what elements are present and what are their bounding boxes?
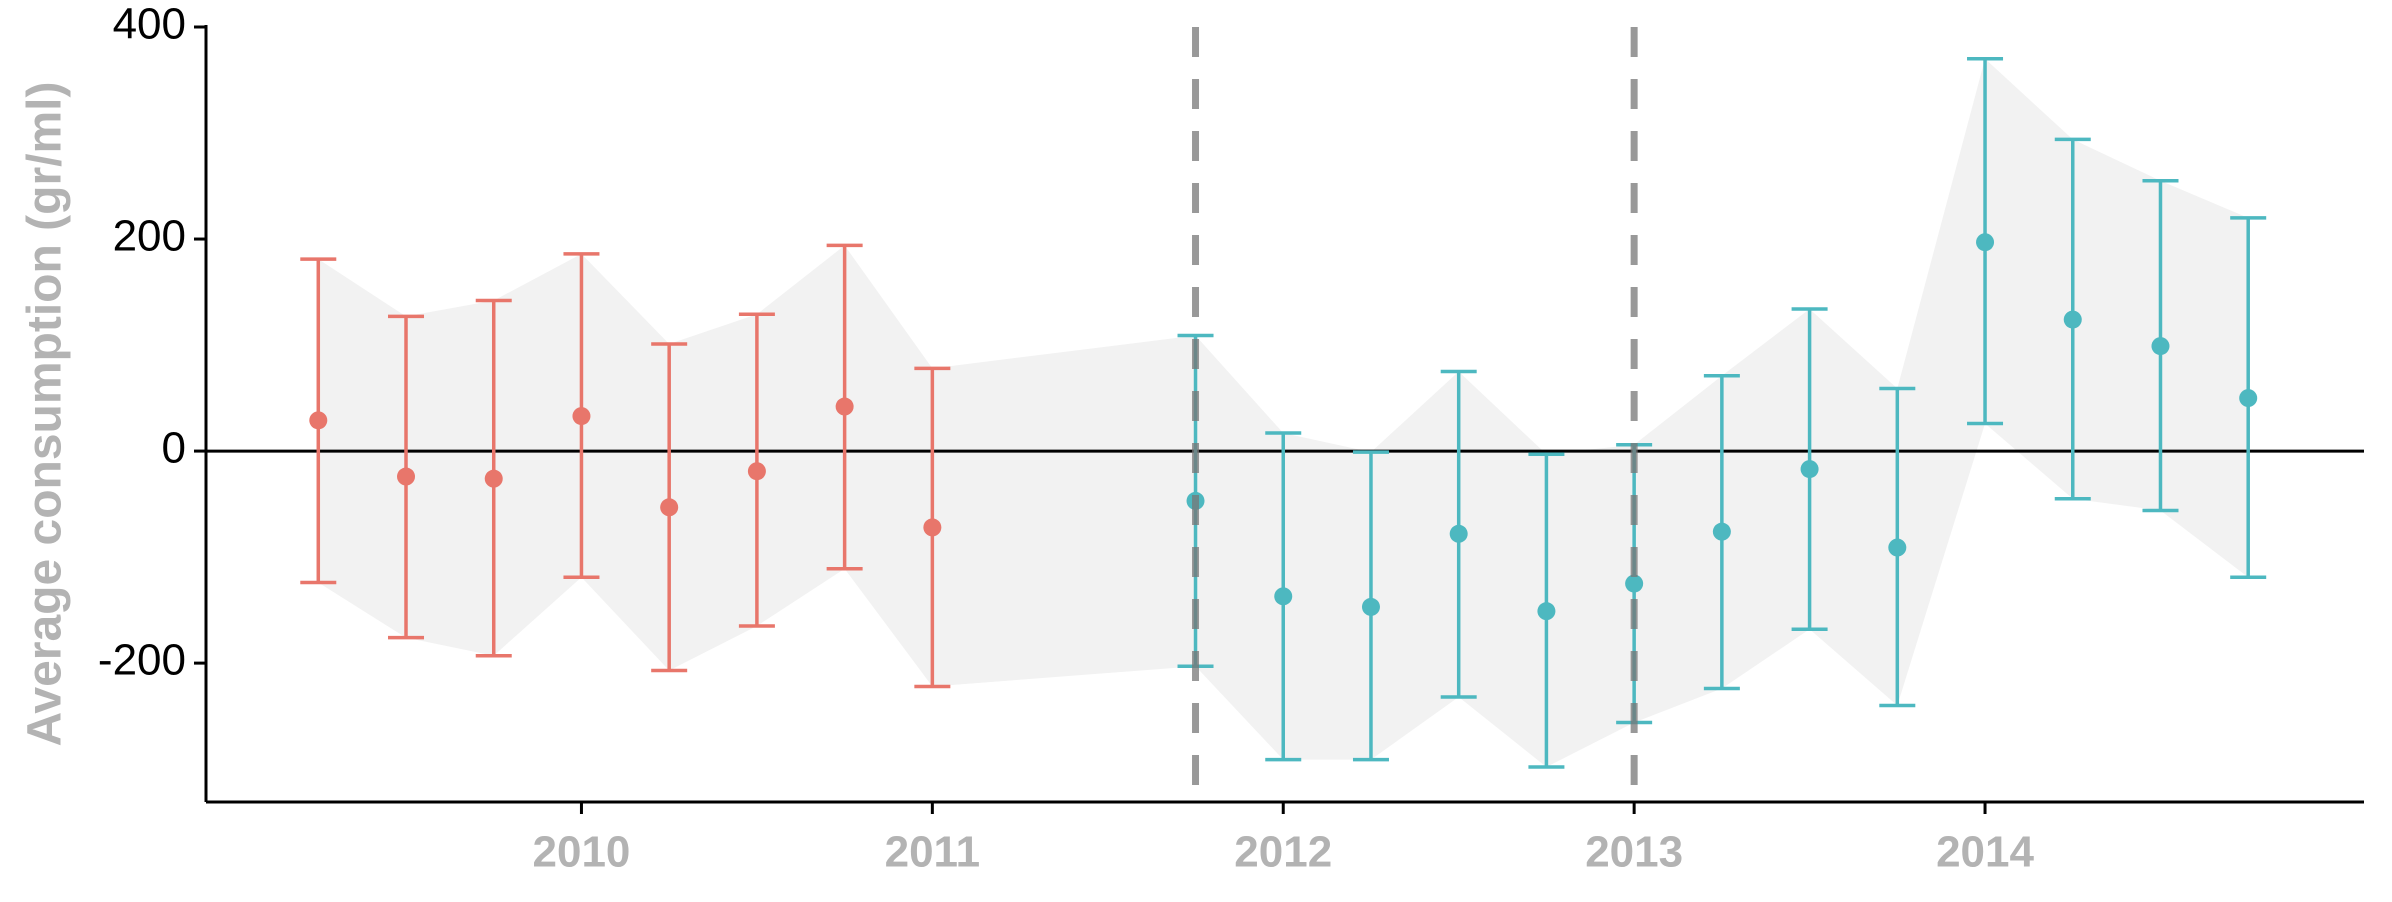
y-tick-label: 0 (162, 424, 186, 473)
point (2063, 310, 2082, 329)
point (309, 411, 328, 430)
x-tick-label: 2012 (1234, 828, 1332, 877)
point (1449, 524, 1468, 543)
point (1537, 602, 1556, 621)
point (1274, 587, 1293, 606)
y-tick-label: 400 (113, 0, 186, 49)
point (1976, 233, 1995, 252)
point (484, 469, 503, 488)
x-tick-label: 2010 (533, 828, 631, 877)
y-axis-label: Average consumption (gr/ml) (19, 82, 72, 747)
x-tick-label: 2014 (1936, 828, 2034, 877)
ribbon (318, 58, 2249, 768)
point (2151, 337, 2170, 356)
point (1800, 460, 1819, 479)
point (572, 407, 591, 426)
point (835, 397, 854, 416)
point (1361, 597, 1380, 616)
point (1888, 538, 1907, 557)
point (747, 462, 766, 481)
point (923, 518, 942, 537)
point (2239, 389, 2258, 408)
y-tick-label: 200 (113, 212, 186, 261)
y-tick-label: -200 (98, 636, 186, 685)
x-tick-label: 2013 (1585, 828, 1683, 877)
point (1625, 574, 1644, 593)
point (1712, 522, 1731, 541)
point (660, 498, 679, 517)
point (397, 467, 416, 486)
x-tick-label: 2011 (885, 828, 980, 877)
